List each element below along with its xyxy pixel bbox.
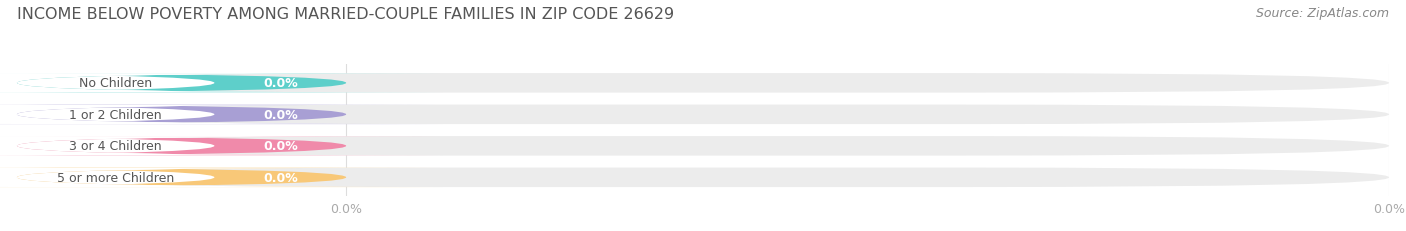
Text: 0.0%: 0.0% [263,140,298,153]
FancyBboxPatch shape [0,137,443,156]
FancyBboxPatch shape [17,137,1389,156]
Text: 5 or more Children: 5 or more Children [58,171,174,184]
Text: 3 or 4 Children: 3 or 4 Children [69,140,162,153]
FancyBboxPatch shape [17,105,1389,125]
Text: INCOME BELOW POVERTY AMONG MARRIED-COUPLE FAMILIES IN ZIP CODE 26629: INCOME BELOW POVERTY AMONG MARRIED-COUPL… [17,7,673,22]
FancyBboxPatch shape [0,137,443,156]
FancyBboxPatch shape [0,74,443,93]
FancyBboxPatch shape [0,74,443,93]
Text: Source: ZipAtlas.com: Source: ZipAtlas.com [1256,7,1389,20]
FancyBboxPatch shape [0,168,443,187]
FancyBboxPatch shape [17,74,1389,93]
Text: No Children: No Children [79,77,152,90]
FancyBboxPatch shape [0,105,443,125]
Text: 0.0%: 0.0% [263,108,298,121]
Text: 1 or 2 Children: 1 or 2 Children [69,108,162,121]
FancyBboxPatch shape [0,168,443,187]
Text: 0.0%: 0.0% [263,77,298,90]
Text: 0.0%: 0.0% [263,171,298,184]
FancyBboxPatch shape [17,168,1389,187]
FancyBboxPatch shape [0,105,443,125]
